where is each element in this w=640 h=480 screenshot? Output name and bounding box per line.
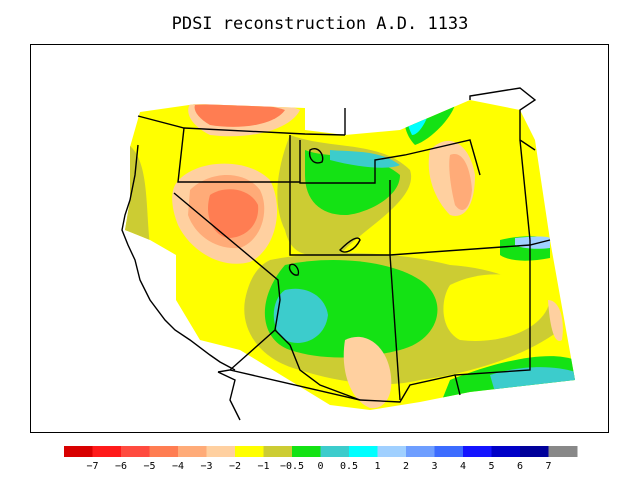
colorbar-swatch-16	[520, 446, 549, 457]
colorbar-tick-label: 2	[403, 461, 409, 472]
colorbar-swatch-3	[149, 446, 179, 457]
colorbar-swatch-5	[206, 446, 236, 457]
colorbar-swatch-17	[548, 446, 578, 457]
field-orange-wy	[449, 154, 472, 210]
colorbar-swatch-7	[263, 446, 293, 457]
colorbar-swatch-14	[463, 446, 492, 457]
field-peach-az	[343, 336, 392, 409]
coast-west	[121, 144, 236, 371]
colorbar-tick-label: 0	[317, 461, 323, 472]
colorbar-swatch-2	[121, 446, 150, 457]
colorbar-tick-label: −2	[229, 461, 241, 472]
field-cyan-north	[330, 150, 400, 168]
colorbar-swatch-11	[377, 446, 407, 457]
colorbar-tick-label: −1	[257, 461, 269, 472]
colorbar-tick-label: 5	[488, 461, 494, 472]
ca-nv-border	[173, 192, 281, 373]
colorbar-tick-label: 3	[431, 461, 437, 472]
canada-border-west	[137, 115, 346, 136]
colorbar-tick-label: 0.5	[340, 461, 358, 472]
colorbar-swatch-1	[92, 446, 122, 457]
colorbar-swatch-15	[491, 446, 521, 457]
field-redorange-nv	[208, 189, 259, 238]
field-orange-north	[194, 103, 285, 127]
colorbar-swatch-0	[64, 446, 93, 457]
colorbar-tick-label: −3	[200, 461, 212, 472]
colorbar-swatches	[64, 446, 578, 457]
colorbar-tick-label: 4	[460, 461, 466, 472]
pdsi-map	[121, 87, 575, 421]
field-cyan-south	[273, 288, 328, 343]
lake-flathead	[308, 148, 324, 164]
colorbar-tick-label: −7	[86, 461, 98, 472]
map-title: PDSI reconstruction A.D. 1133	[171, 14, 469, 34]
colorbar-swatch-4	[178, 446, 207, 457]
colorbar-tick-label: −5	[143, 461, 155, 472]
map-frame	[30, 44, 609, 433]
baja-coast	[217, 371, 241, 421]
colorbar-swatch-12	[406, 446, 435, 457]
colorbar-tick-label: −6	[115, 461, 127, 472]
gulf-coast	[274, 329, 361, 401]
field-peach-e	[548, 300, 563, 341]
colorbar-swatch-13	[434, 446, 464, 457]
field-paleblue-ne	[515, 236, 550, 249]
az-nm-border	[389, 254, 401, 401]
lake-mead	[288, 263, 300, 276]
colorbar-swatch-9	[320, 446, 350, 457]
colorbar-tick-label: 1	[374, 461, 380, 472]
colorbar-swatch-8	[292, 446, 321, 457]
wy-border-north	[299, 139, 481, 184]
colorbar-tick-label: 6	[517, 461, 523, 472]
colorbar-ticks: −7 −6 −5 −4 −3 −2 −1 −0.5 0 0.5 1 2 3 4 5 6 7	[86, 461, 551, 472]
colorbar-tick-label: −0.5	[280, 461, 304, 472]
or-nv-border	[177, 127, 301, 183]
field-yellow-se	[443, 274, 550, 341]
colorbar-tick-label: −4	[172, 461, 184, 472]
great-salt-lake	[339, 237, 361, 253]
nm-east-border	[454, 240, 531, 396]
colorbar-swatch-10	[349, 446, 378, 457]
sd-border	[519, 139, 531, 241]
boundaries	[121, 87, 551, 421]
colorbar-swatch-6	[235, 446, 264, 457]
colorbar: −7 −6 −5 −4 −3 −2 −1 −0.5 0 0.5 1 2 3 4 5 6 7	[64, 446, 578, 472]
colorbar-tick-label: 7	[545, 461, 551, 472]
mexico-border	[229, 369, 456, 403]
